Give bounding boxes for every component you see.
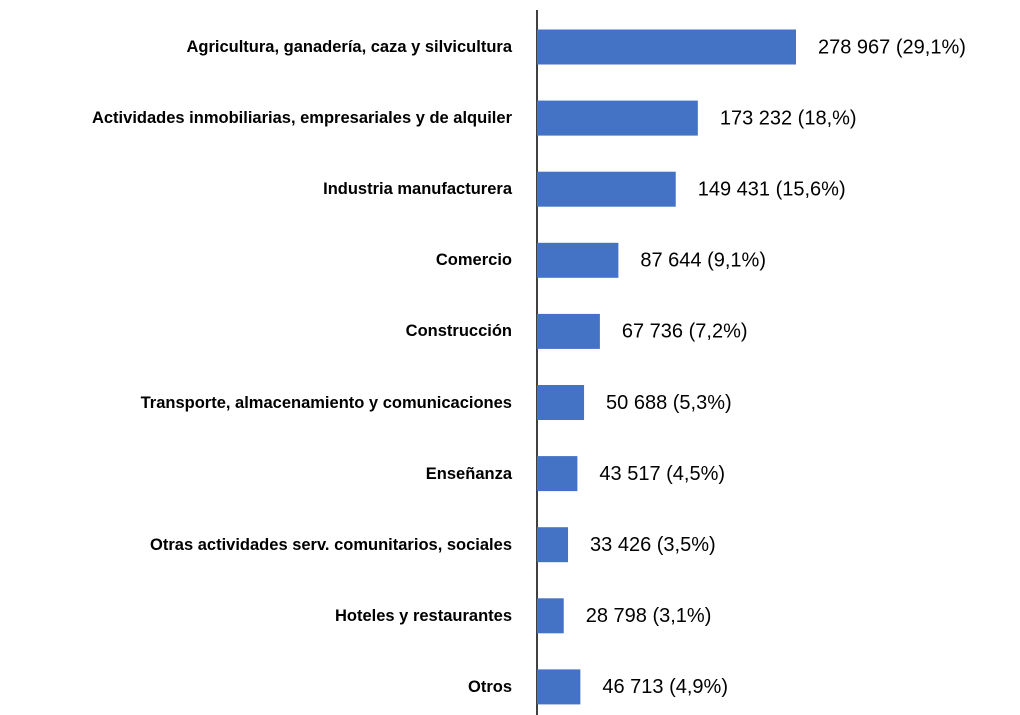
bar — [537, 313, 600, 349]
category-label: Hoteles y restaurantes — [335, 606, 512, 625]
data-label: 87 644 (9,1%) — [640, 250, 766, 272]
bar — [537, 385, 585, 420]
data-label: 67 736 (7,2%) — [622, 321, 748, 343]
category-label: Actividades inmobiliarias, empresariales… — [91, 109, 512, 128]
category-label: Enseñanza — [425, 464, 512, 483]
category-label: Comercio — [435, 251, 512, 270]
bar — [537, 598, 564, 634]
bar — [537, 669, 581, 705]
bar — [537, 29, 796, 65]
category-label: Agricultura, ganadería, caza y silvicult… — [186, 38, 512, 56]
bar — [537, 171, 676, 207]
data-label: 33 426 (3,5%) — [590, 534, 716, 556]
data-label: 149 431 (15,6%) — [698, 178, 846, 200]
bar — [537, 456, 578, 492]
data-label: 43 517 (4,5%) — [599, 463, 725, 485]
category-label: Transporte, almacenamiento y comunicacio… — [140, 393, 512, 412]
bar — [537, 242, 619, 278]
data-label: 28 798 (3,1%) — [586, 605, 712, 627]
bar — [537, 527, 569, 563]
bar — [537, 100, 698, 136]
category-label: Otros — [467, 677, 512, 696]
data-label: 278 967 (29,1%) — [818, 36, 966, 58]
category-label: Industria manufacturera — [323, 180, 512, 199]
data-label: 46 713 (4,9%) — [602, 676, 728, 698]
data-label: 173 232 (18,%) — [720, 107, 857, 129]
category-label: Otras actividades serv. comunitarios, so… — [150, 535, 512, 554]
data-label: 50 688 (5,3%) — [606, 392, 732, 414]
category-label: Construcción — [405, 322, 512, 341]
